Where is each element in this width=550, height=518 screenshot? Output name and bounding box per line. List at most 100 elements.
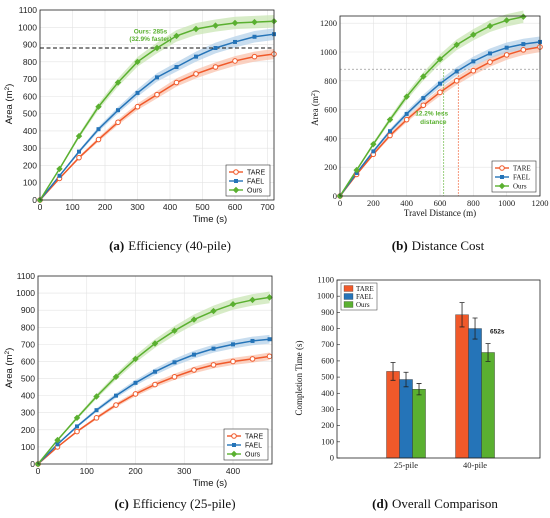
data-point-ours (171, 327, 178, 334)
chart-axes (339, 15, 541, 197)
y-tick-label: 0 (330, 453, 334, 463)
data-point-tare (212, 64, 219, 70)
x-tick-label: 1000 (498, 198, 515, 208)
legend-label-fael: FAEL (247, 179, 264, 186)
x-tick-label: 200 (98, 202, 112, 212)
legend-label-ours: Ours (356, 301, 370, 309)
y-tick-label: 1100 (17, 271, 36, 281)
data-point-fael (116, 108, 120, 113)
series-markers (336, 13, 543, 200)
error-bar-fael-25-pile (403, 371, 409, 388)
data-point-fael (521, 42, 526, 47)
y-tick-label: 400 (321, 388, 334, 398)
data-point-fael (57, 173, 62, 178)
data-point-ours (54, 436, 61, 444)
legend-label-fael: FAEL (513, 174, 530, 182)
y-axis-label: Completion Time (s) (294, 340, 304, 415)
legend-label-ours: Ours (513, 183, 527, 191)
y-tick-label: 900 (21, 305, 35, 315)
tick-labels: 0 100 200 300 400 500 600 700 800 900 1000 1100 25-p… (317, 275, 487, 471)
data-point-ours (266, 294, 273, 301)
error-bar-tare-25-pile (390, 362, 396, 381)
data-point-ours (249, 296, 256, 304)
band-ours (40, 14, 274, 200)
data-point-fael (94, 408, 99, 413)
data-point-fael (471, 59, 476, 64)
y-tick-label: 0 (30, 459, 35, 469)
data-point-tare (387, 132, 393, 139)
legend-marker-tare (499, 165, 505, 171)
data-point-ours (114, 79, 122, 86)
data-point-fael (252, 34, 257, 39)
y-tick-label: 800 (324, 76, 337, 86)
legend-marker-ours (232, 186, 240, 194)
data-point-ours (353, 166, 360, 174)
x-tick-label: 500 (195, 202, 209, 212)
data-point-ours (153, 44, 161, 52)
data-point-ours (75, 132, 83, 140)
x-tick-label: 25-pile (394, 460, 418, 470)
y-tick-label: 200 (324, 162, 337, 172)
caption-b: (b) Distance Cost (392, 238, 485, 253)
chart-panel-efficiency-40-pile: 0 100 200 300 400 500 600 700 0 100 200 300 400 500 60… (4, 5, 278, 225)
data-point-ours (370, 140, 377, 148)
data-point-tare (230, 358, 236, 365)
chart-axes (39, 9, 275, 201)
y-tick-label: 1100 (317, 275, 334, 285)
data-point-ours (73, 414, 81, 422)
data-point-tare (487, 59, 493, 65)
annotation-distance: distance (420, 119, 447, 126)
x-tick-label: 200 (367, 198, 380, 208)
y-tick-label: 1100 (19, 5, 38, 15)
x-tick-label: 1200 (532, 198, 549, 208)
x-tick-label: 600 (434, 198, 447, 208)
x-tick-label: 300 (130, 202, 144, 212)
x-tick-label: 200 (128, 466, 142, 476)
data-point-tare (210, 362, 217, 368)
data-point-tare (173, 79, 180, 86)
confidence-bands (40, 14, 274, 201)
axes-frame (39, 9, 275, 201)
data-point-fael (233, 39, 237, 44)
error-bar-ours-40-pile (485, 343, 491, 362)
legend-marker-fael (232, 443, 236, 447)
data-point-tare (249, 356, 256, 362)
data-point-tare (403, 116, 410, 123)
data-point-tare (152, 381, 158, 388)
chart-panel-efficiency-25-pile: 0 100 200 300 400 0 100 200 300 400 500 600 700 800 90… (4, 271, 273, 489)
data-point-fael (96, 127, 101, 132)
y-tick-label: 300 (23, 143, 37, 153)
data-point-ours (420, 73, 427, 80)
bar-fael-25-pile (399, 379, 413, 459)
y-tick-label: 500 (23, 109, 37, 119)
data-point-fael (371, 149, 376, 154)
data-point-fael (454, 69, 459, 74)
y-tick-label: 100 (23, 178, 37, 188)
data-point-tare (76, 154, 82, 161)
legend-label-fael: FAEL (245, 443, 262, 450)
x-tick-label: 300 (177, 466, 191, 476)
y-tick-label: 600 (321, 355, 334, 365)
y-tick-label: 1000 (317, 291, 334, 301)
y-tick-label: 300 (21, 408, 35, 418)
data-point-fael (213, 46, 218, 50)
x-tick-label: 400 (400, 198, 413, 208)
y-tick-label: 800 (23, 57, 37, 67)
x-tick-label: 800 (467, 198, 480, 208)
data-point-ours (503, 17, 510, 24)
y-tick-label: 600 (23, 91, 37, 101)
legend-label-tare: TARE (245, 434, 263, 441)
bar-tare-25-pile (386, 371, 400, 459)
x-tick-label: 100 (80, 466, 94, 476)
axes-frame (336, 279, 541, 459)
caption-d: (d) Overall Comparison (372, 496, 498, 511)
y-tick-label: 500 (21, 374, 35, 384)
data-point-ours (151, 340, 159, 347)
data-point-tare (503, 52, 510, 58)
data-point-fael (438, 81, 442, 86)
annotation-652s: 652s (490, 329, 505, 336)
legend-label-tare: TARE (247, 170, 265, 177)
data-point-tare (420, 102, 427, 109)
data-point-ours (134, 58, 141, 66)
